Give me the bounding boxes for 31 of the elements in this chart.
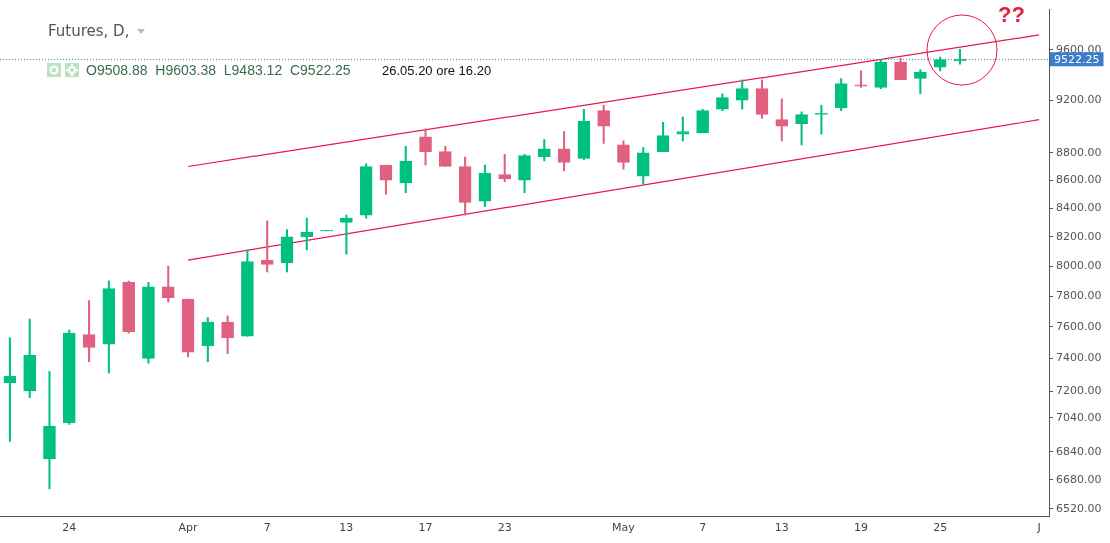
y-tick-label: 6520.00 xyxy=(1056,501,1102,515)
y-tick-label: 7400.00 xyxy=(1056,351,1102,365)
y-tick-label: 6680.00 xyxy=(1056,472,1102,486)
annotation: ?? xyxy=(998,2,1025,28)
x-tick-label: 23 xyxy=(497,521,512,535)
y-tick-label: 8400.00 xyxy=(1056,200,1102,214)
y-tick-label: 8200.00 xyxy=(1056,229,1102,243)
annotation: O9508.88 H9603.38 L9483.12 C9522.25 xyxy=(86,62,351,78)
ref-line-label: 9522.25 xyxy=(1054,52,1100,66)
x-tick-label: 13 xyxy=(774,521,789,535)
x-tick-label: 25 xyxy=(933,521,948,535)
y-tick-label: 8600.00 xyxy=(1056,173,1102,187)
y-tick-label: 7040.00 xyxy=(1056,410,1102,424)
y-tick-label: 7600.00 xyxy=(1056,319,1102,333)
x-tick-label: 13 xyxy=(339,521,354,535)
y-tick-label: 7800.00 xyxy=(1056,288,1102,302)
text: Futures, D, xyxy=(48,22,131,40)
x-tick-label: 17 xyxy=(418,521,433,535)
x-tick-label: J xyxy=(1036,521,1041,535)
y-tick-label: 8000.00 xyxy=(1056,258,1102,272)
x-tick-label: May xyxy=(612,521,636,535)
y-tick-label: 6840.00 xyxy=(1056,444,1102,458)
x-tick-label: 19 xyxy=(853,521,868,535)
annotation: 26.05.20 ore 16.20 xyxy=(382,63,492,78)
y-tick-label: 7200.00 xyxy=(1056,383,1102,397)
x-tick-label: 7 xyxy=(699,521,707,535)
x-tick-label: 24 xyxy=(62,521,77,535)
y-tick-label: 9200.00 xyxy=(1056,93,1102,107)
y-tick-label: 8800.00 xyxy=(1056,145,1102,159)
x-tick-label: Apr xyxy=(178,521,199,535)
x-tick-label: 7 xyxy=(263,521,271,535)
